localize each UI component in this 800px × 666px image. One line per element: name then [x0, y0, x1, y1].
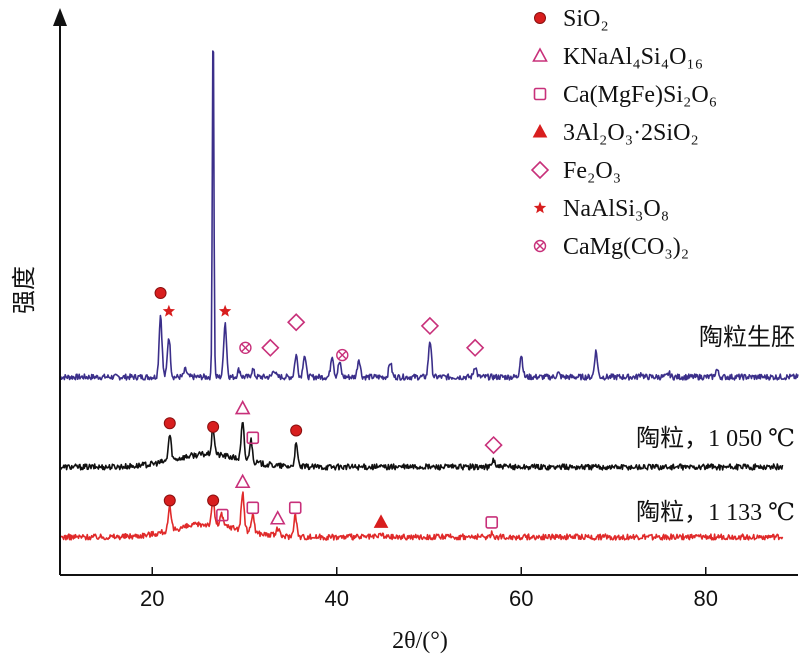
- legend-marker-square-open: [533, 87, 547, 101]
- phase-marker-triangle-open: [234, 473, 251, 489]
- legend-marker-triangle-filled: [532, 123, 548, 138]
- series-line: [59, 491, 784, 541]
- phase-marker-diamond-open: [420, 316, 440, 336]
- x-tick-label: 60: [509, 586, 533, 611]
- phase-marker-triangle-filled: [373, 514, 389, 528]
- y-axis-arrow: [53, 8, 67, 26]
- series-label: 陶粒生胚: [699, 324, 795, 351]
- series-markers: [163, 399, 503, 455]
- x-tick-label: 20: [140, 586, 164, 611]
- phase-marker-crossed-circle: [239, 341, 252, 354]
- legend-label: Ca(MgFe)Si₂O₆: [563, 82, 717, 108]
- legend-label: SiO₂: [563, 6, 609, 32]
- legend-marker-circle-filled: [534, 12, 546, 24]
- x-tick-label: 40: [325, 586, 349, 611]
- series-label: 陶粒，1 133 ℃: [636, 499, 795, 526]
- series-markers: [163, 473, 499, 529]
- legend-label: KNaAl₄Si₄O₁₆: [563, 44, 703, 70]
- phase-marker-triangle-open: [269, 510, 286, 525]
- legend: SiO₂ KNaAl₄Si₄O₁₆ Ca(MgFe)Si₂O₆ 3Al₂O₃·2SiO…: [530, 6, 717, 260]
- x-ticks: 20 40 60 80: [140, 567, 718, 611]
- phase-marker-circle-filled: [163, 494, 176, 507]
- phase-marker-circle-filled: [207, 494, 220, 507]
- phase-marker-circle-filled: [207, 420, 220, 433]
- phase-marker-star-filled: [218, 304, 232, 317]
- phase-marker-square-open: [246, 431, 260, 445]
- phase-marker-diamond-open: [287, 313, 306, 332]
- phase-marker-triangle-open: [234, 399, 251, 415]
- legend-marker-diamond-open: [530, 160, 550, 180]
- phase-marker-diamond-open: [484, 435, 503, 455]
- phase-marker-circle-filled: [163, 417, 176, 430]
- phase-marker-circle-filled: [290, 424, 303, 437]
- phase-marker-crossed-circle: [336, 348, 349, 362]
- legend-label: CaMg(CO₃)₂: [563, 234, 689, 260]
- phase-marker-diamond-open: [261, 338, 280, 357]
- phase-marker-circle-filled: [154, 287, 167, 300]
- legend-marker-crossed-circle: [533, 239, 547, 253]
- phase-marker-diamond-open: [465, 338, 485, 357]
- legend-label: 3Al₂O₃·2SiO₂: [563, 120, 699, 146]
- phase-marker-square-open: [216, 508, 229, 522]
- series-markers: [154, 287, 485, 362]
- legend-label: Fe₂O₃: [563, 158, 621, 184]
- series-line: [59, 50, 799, 381]
- legend-label: NaAlSi₃O₈: [563, 196, 669, 222]
- phase-marker-square-open: [288, 501, 302, 515]
- y-axis-title: 强度: [11, 266, 38, 314]
- x-axis-title: 2θ/(°): [392, 628, 448, 654]
- phase-marker-square-open: [485, 516, 499, 529]
- x-tick-label: 80: [694, 586, 718, 611]
- axes: 2θ/(°) 强度: [11, 8, 798, 654]
- phase-marker-star-filled: [162, 304, 175, 317]
- series-line: [59, 421, 784, 471]
- legend-marker-triangle-open: [532, 47, 548, 62]
- plot-area: [59, 50, 799, 541]
- phase-marker-square-open: [246, 501, 260, 515]
- legend-marker-star-filled: [533, 201, 547, 214]
- series-label: 陶粒，1 050 ℃: [636, 425, 795, 452]
